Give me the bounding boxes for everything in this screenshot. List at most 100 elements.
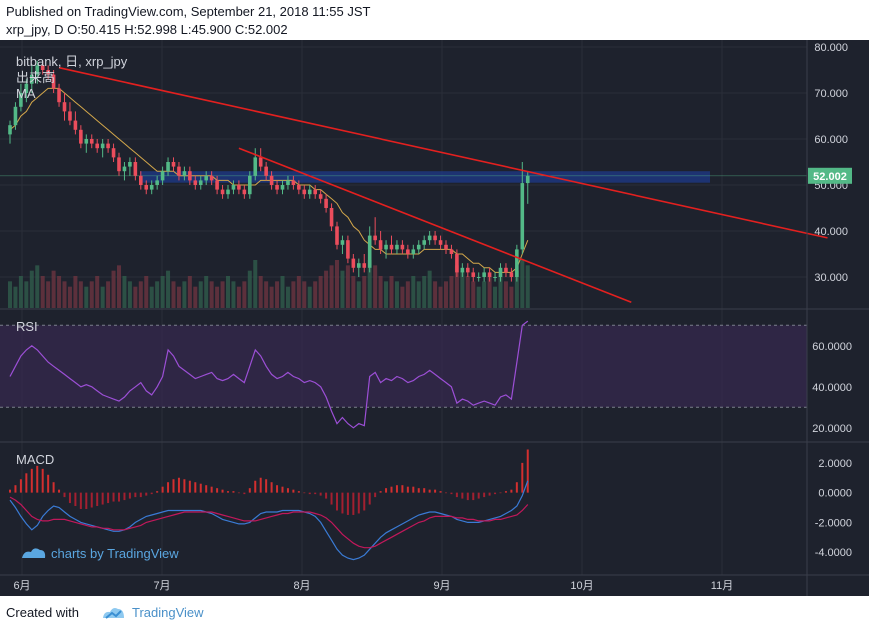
volume-bar bbox=[117, 265, 121, 308]
volume-bar bbox=[166, 270, 171, 308]
macd-histogram-bar bbox=[145, 492, 148, 496]
macd-histogram-bar bbox=[52, 482, 55, 493]
macd-histogram-bar bbox=[74, 492, 77, 507]
rsi-pane bbox=[0, 320, 807, 429]
candle-body bbox=[84, 139, 89, 144]
volume-bar bbox=[100, 286, 105, 308]
macd-histogram-bar bbox=[526, 449, 529, 493]
macd-histogram-bar bbox=[477, 492, 480, 499]
price-axis-background bbox=[807, 40, 869, 575]
volume-bar bbox=[307, 286, 312, 308]
volume-bar bbox=[498, 276, 503, 308]
macd-histogram-bar bbox=[25, 473, 28, 493]
macd-histogram-bar bbox=[172, 479, 175, 493]
price-pane bbox=[0, 60, 828, 308]
volume-bar bbox=[503, 281, 508, 308]
volume-bar bbox=[416, 281, 421, 308]
macd-histogram-bar bbox=[439, 491, 442, 493]
time-tick-label: 7月 bbox=[153, 580, 170, 592]
candle-body bbox=[57, 88, 61, 103]
price-tick-label: 40.000 bbox=[814, 226, 848, 238]
volume-bar bbox=[171, 281, 176, 308]
volume-bar bbox=[394, 281, 399, 308]
rsi-band bbox=[0, 325, 807, 408]
volume-bar bbox=[149, 286, 154, 308]
candle-body bbox=[128, 162, 132, 167]
volume-bar bbox=[122, 276, 127, 308]
macd-histogram-bar bbox=[390, 486, 393, 493]
tradingview-brand-link[interactable]: TradingView bbox=[132, 605, 204, 620]
candle-body bbox=[237, 185, 241, 190]
candle-body bbox=[13, 106, 18, 126]
candle-body bbox=[427, 235, 432, 241]
volume-bar bbox=[351, 276, 356, 308]
candle-body bbox=[384, 244, 388, 250]
volume-bar bbox=[280, 276, 285, 308]
macd-histogram-bar bbox=[352, 492, 355, 515]
volume-bar bbox=[509, 286, 514, 308]
volume-bar bbox=[449, 276, 454, 308]
last-price-badge bbox=[808, 167, 852, 184]
candle-body bbox=[335, 226, 339, 245]
volume-bar bbox=[247, 270, 252, 308]
macd-tick-label: -4.0000 bbox=[815, 547, 852, 559]
macd-histogram-bar bbox=[79, 492, 82, 509]
price-tick-label: 80.000 bbox=[814, 42, 848, 54]
candle-body bbox=[302, 189, 307, 195]
macd-histogram-bar bbox=[107, 492, 110, 504]
candle-body bbox=[389, 244, 394, 250]
price-legend-volume: 出来高 bbox=[16, 70, 55, 85]
macd-histogram-bar bbox=[297, 491, 300, 493]
macd-histogram-bar bbox=[243, 492, 246, 495]
volume-bar bbox=[138, 281, 143, 308]
macd-histogram-bar bbox=[494, 492, 497, 495]
macd-histogram-bar bbox=[19, 479, 22, 493]
volume-bar bbox=[29, 270, 34, 308]
chart-area[interactable]: bitbank, 日, xrp_jpy 出来高 MA RSI MACD char… bbox=[0, 40, 869, 596]
macd-histogram-bar bbox=[314, 492, 317, 495]
volume-bar bbox=[40, 276, 45, 308]
macd-histogram-bar bbox=[303, 492, 306, 494]
volume-bar bbox=[313, 281, 318, 308]
macd-histogram-bar bbox=[472, 492, 475, 501]
volume-bar bbox=[269, 286, 274, 308]
macd-histogram-bar bbox=[210, 486, 213, 493]
macd-histogram-bar bbox=[216, 488, 219, 493]
candle-body bbox=[242, 189, 247, 195]
macd-histogram-bar bbox=[346, 492, 349, 515]
macd-histogram-bar bbox=[134, 492, 137, 498]
macd-histogram-bar bbox=[232, 491, 235, 493]
tradingview-watermark[interactable]: charts by TradingView bbox=[22, 546, 179, 561]
volume-bar bbox=[95, 276, 100, 308]
candle-body bbox=[466, 267, 470, 273]
candle-body bbox=[144, 185, 149, 190]
volume-bar bbox=[460, 270, 465, 308]
macd-histogram-bar bbox=[412, 486, 415, 493]
candle-body bbox=[166, 162, 170, 172]
candle-body bbox=[79, 129, 83, 144]
macd-histogram-bar bbox=[63, 492, 66, 498]
volume-bar bbox=[242, 281, 247, 308]
macd-histogram-bar bbox=[167, 482, 170, 493]
macd-histogram-bar bbox=[510, 489, 513, 493]
volume-bar bbox=[187, 276, 192, 308]
macd-histogram-bar bbox=[483, 492, 486, 498]
volume-bar bbox=[231, 281, 236, 308]
macd-histogram-bar bbox=[521, 462, 524, 493]
volume-bar bbox=[253, 260, 258, 308]
candle-body bbox=[193, 180, 198, 185]
macd-histogram-bar bbox=[341, 492, 344, 514]
candle-body bbox=[367, 235, 372, 268]
volume-bar bbox=[482, 281, 487, 308]
candle-body bbox=[378, 240, 383, 250]
volume-bar bbox=[18, 276, 23, 308]
volume-bar bbox=[209, 281, 214, 308]
candle-body bbox=[313, 189, 317, 195]
candle-body bbox=[318, 194, 323, 199]
volume-bar bbox=[84, 286, 89, 308]
published-header: Published on TradingView.com, September … bbox=[6, 4, 371, 19]
candle-body bbox=[329, 208, 334, 227]
candle-body bbox=[455, 254, 459, 273]
candle-body bbox=[362, 263, 367, 268]
candle-body bbox=[493, 277, 497, 278]
